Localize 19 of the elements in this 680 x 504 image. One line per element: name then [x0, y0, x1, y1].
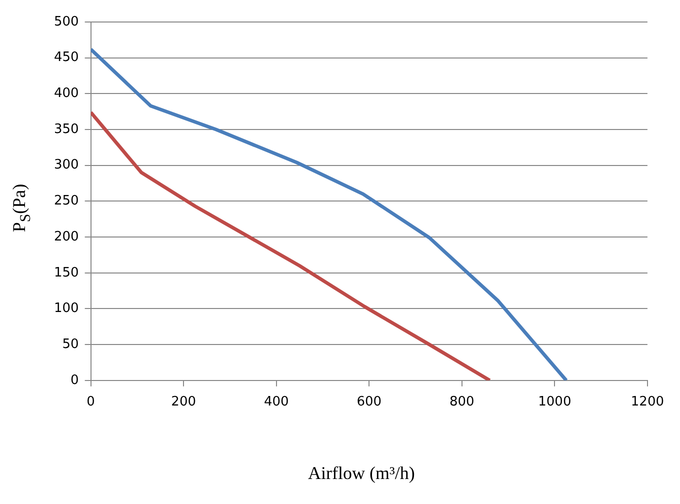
y-tick-label: 400 — [54, 86, 79, 102]
y-tick-label: 50 — [62, 336, 79, 352]
y-tick-label: 100 — [54, 301, 79, 316]
y-tick-label: 200 — [54, 229, 79, 244]
y-tick-label: 0 — [70, 372, 79, 388]
y-tick-label: 500 — [54, 14, 79, 30]
x-tick-label: 600 — [356, 394, 382, 410]
y-tick-label: 300 — [54, 158, 79, 173]
x-tick-label: 1200 — [630, 394, 664, 410]
x-axis-title: Airflow (m³/h) — [308, 463, 415, 484]
x-tick-label: 800 — [449, 394, 474, 410]
y-tick-label: 150 — [54, 265, 79, 280]
x-tick-label: 400 — [264, 394, 289, 410]
y-tick-label: 450 — [54, 50, 79, 66]
x-tick-label: 0 — [86, 394, 95, 410]
x-tick-label: 1000 — [538, 394, 572, 410]
y-tick-label: 350 — [54, 122, 79, 137]
x-tick-label: 200 — [171, 394, 196, 410]
y-tick-label: 250 — [54, 194, 79, 209]
